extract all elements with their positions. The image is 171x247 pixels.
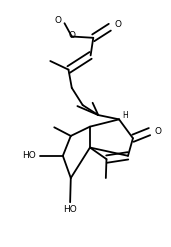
Text: HO: HO — [22, 151, 36, 160]
Text: H: H — [122, 111, 128, 120]
Text: O: O — [68, 31, 75, 40]
Text: O: O — [155, 127, 162, 136]
Text: O: O — [115, 20, 122, 29]
Text: HO: HO — [63, 205, 77, 214]
Text: O: O — [54, 16, 61, 25]
